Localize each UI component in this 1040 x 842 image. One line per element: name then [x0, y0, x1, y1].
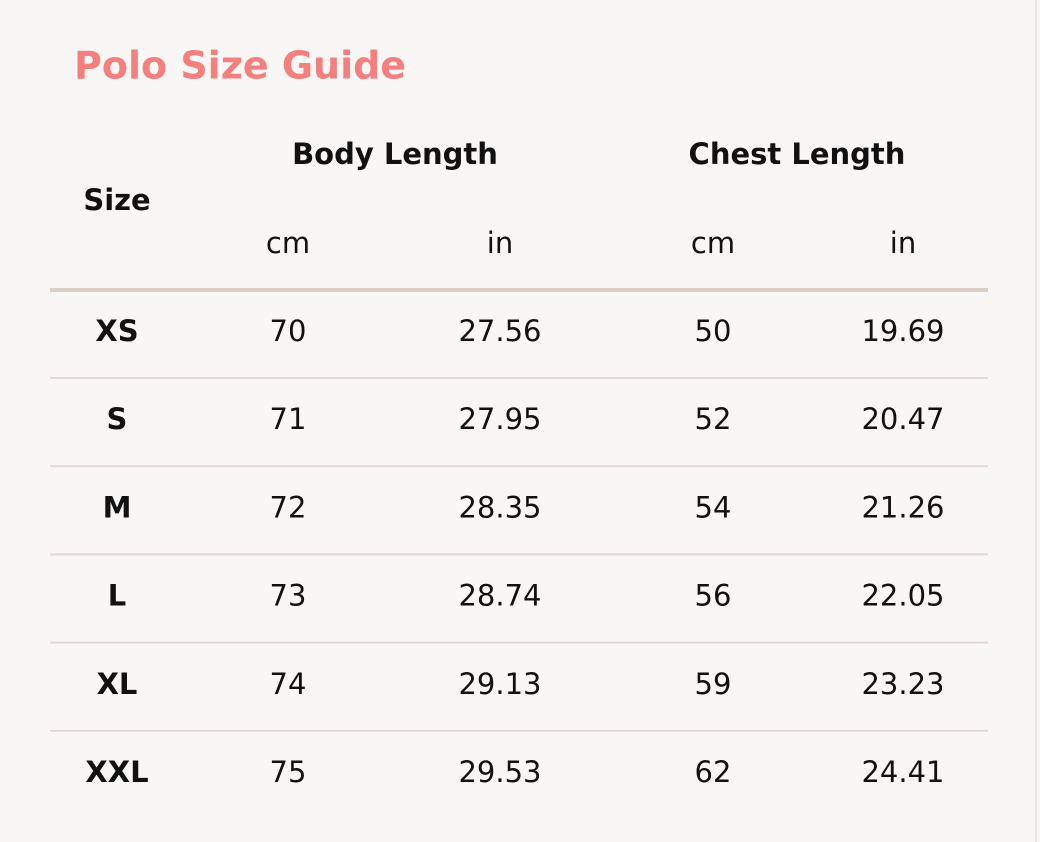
cell: 56 — [695, 579, 732, 613]
size-label: M — [103, 490, 132, 524]
cell: 27.56 — [458, 314, 541, 348]
group-header: Chest Length — [689, 137, 906, 171]
unit-header: in — [487, 226, 513, 260]
title: Polo Size Guide — [74, 44, 406, 88]
cell: 28.35 — [458, 490, 541, 524]
size-label: S — [107, 402, 128, 436]
cell: 29.13 — [458, 667, 541, 701]
cell: 75 — [270, 755, 307, 789]
cell: 73 — [270, 579, 307, 613]
cell: 28.74 — [458, 579, 541, 613]
group-header: Body Length — [292, 137, 498, 171]
cell: 74 — [270, 667, 307, 701]
cell: 20.47 — [861, 402, 944, 436]
cell: 23.23 — [861, 667, 944, 701]
size-label: XXL — [85, 755, 148, 789]
cell: 27.95 — [458, 402, 541, 436]
cell: 19.69 — [861, 314, 944, 348]
size-label: XL — [97, 667, 138, 701]
size-label: XS — [95, 314, 138, 348]
unit-header: in — [890, 226, 916, 260]
cell: 70 — [270, 314, 307, 348]
cell: 50 — [695, 314, 732, 348]
size-header: Size — [83, 183, 150, 217]
cell: 59 — [695, 667, 732, 701]
unit-header: cm — [691, 226, 735, 260]
cell: 72 — [270, 490, 307, 524]
cell: 24.41 — [861, 755, 944, 789]
cell: 22.05 — [861, 579, 944, 613]
cell: 21.26 — [861, 490, 944, 524]
cell: 71 — [270, 402, 307, 436]
cell: 29.53 — [458, 755, 541, 789]
size-label: L — [108, 579, 126, 613]
cell: 62 — [695, 755, 732, 789]
cell: 54 — [695, 490, 732, 524]
cell: 52 — [695, 402, 732, 436]
unit-header: cm — [266, 226, 310, 260]
